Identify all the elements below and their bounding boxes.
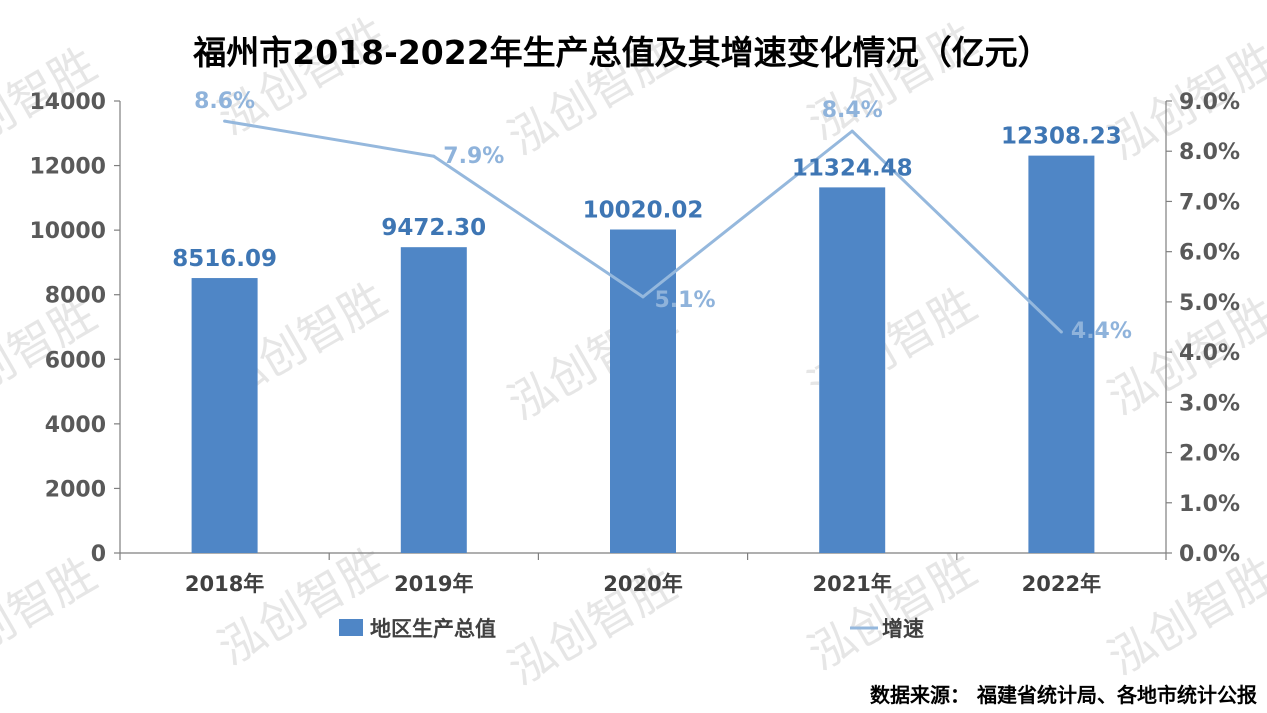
legend-bar-label: 地区生产总值 xyxy=(370,617,496,641)
source-note: 数据来源： 福建省统计局、各地市统计公报 xyxy=(870,683,1257,707)
bar-series xyxy=(191,155,1095,554)
growth-point xyxy=(1059,330,1063,334)
growth-point xyxy=(641,295,645,299)
left-tick-label: 14000 xyxy=(29,90,106,115)
bar xyxy=(819,187,886,553)
rate-value-label: 7.9% xyxy=(443,144,504,169)
left-tick-label: 4000 xyxy=(45,413,106,438)
rate-value-label: 8.4% xyxy=(822,98,883,123)
chart-title: 福州市2018-2022年生产总值及其增速变化情况（亿元） xyxy=(192,33,1050,72)
legend-bar-swatch xyxy=(339,619,363,636)
left-tick-label: 6000 xyxy=(45,348,106,373)
left-tick-label: 0 xyxy=(91,542,106,567)
legend-line-label: 增速 xyxy=(882,617,924,641)
right-tick-label: 8.0% xyxy=(1179,140,1240,165)
growth-point xyxy=(850,129,854,133)
data-labels: 8516.09 9472.30 10020.02 11324.48 12308.23 8.… xyxy=(172,89,1132,344)
watermark-text: 泓创智胜 xyxy=(799,542,985,681)
watermark-text: 泓创智胜 xyxy=(209,537,395,676)
x-tick-label: 2019年 xyxy=(394,572,473,596)
rate-value-label: 5.1% xyxy=(654,288,715,313)
bar xyxy=(191,278,258,553)
rate-value-label: 8.6% xyxy=(194,89,255,114)
x-tick-label: 2021年 xyxy=(812,572,891,596)
right-tick-label: 6.0% xyxy=(1179,241,1240,266)
bar-value-label: 8516.09 xyxy=(172,246,277,272)
x-tick-label: 2022年 xyxy=(1022,572,1101,596)
x-tick-label: 2018年 xyxy=(185,572,264,596)
watermark-text: 泓创智胜 xyxy=(1099,547,1267,686)
bar-value-label: 9472.30 xyxy=(381,215,486,241)
bar-value-label: 11324.48 xyxy=(792,155,913,181)
left-tick-label: 10000 xyxy=(29,219,106,244)
left-tick-label: 8000 xyxy=(45,284,106,309)
bar xyxy=(400,247,467,553)
right-tick-label: 1.0% xyxy=(1179,492,1240,517)
watermark-text: 泓创智胜 xyxy=(209,7,395,146)
left-tick-label: 12000 xyxy=(29,155,106,180)
line-series xyxy=(223,119,1063,334)
watermark-text: 泓创智胜 xyxy=(0,547,105,686)
right-tick-label: 2.0% xyxy=(1179,442,1240,467)
rate-value-label: 4.4% xyxy=(1071,319,1132,344)
x-tick-label: 2020年 xyxy=(603,572,682,596)
bar-value-label: 12308.23 xyxy=(1001,124,1122,150)
right-tick-label: 4.0% xyxy=(1179,341,1240,366)
right-tick-label: 3.0% xyxy=(1179,391,1240,416)
axes: 0 2000 4000 6000 8000 10000 12000 14000 0.0% 1.0%… xyxy=(29,90,1240,596)
right-tick-label: 0.0% xyxy=(1179,542,1240,567)
growth-point xyxy=(223,119,227,123)
bar xyxy=(1028,155,1095,554)
right-tick-label: 7.0% xyxy=(1179,190,1240,215)
bar-value-label: 10020.02 xyxy=(583,197,704,223)
left-tick-label: 2000 xyxy=(45,477,106,502)
legend: 地区生产总值 增速 xyxy=(339,617,924,641)
right-tick-label: 5.0% xyxy=(1179,291,1240,316)
growth-point xyxy=(432,154,436,158)
right-tick-label: 9.0% xyxy=(1179,90,1240,115)
